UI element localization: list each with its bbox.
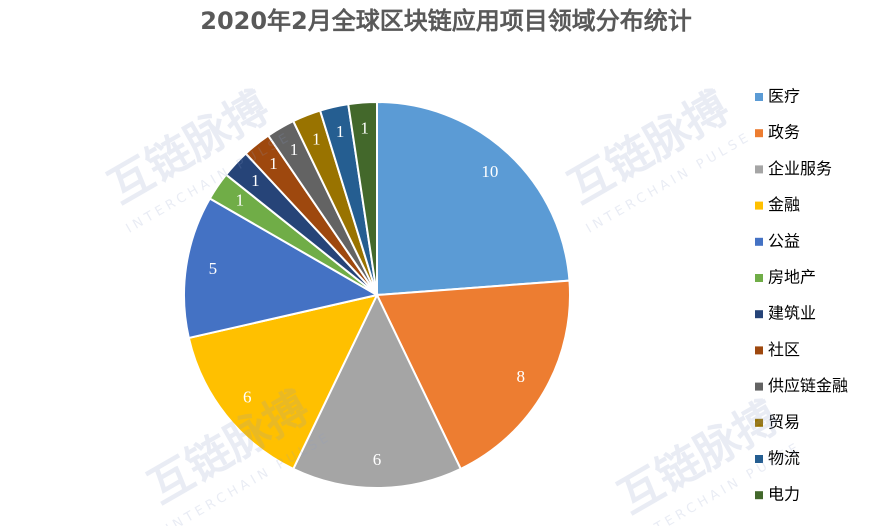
data-label: 1 (236, 190, 245, 209)
legend-label: 物流 (768, 449, 800, 468)
legend-label: 金融 (768, 195, 800, 214)
legend-label: 建筑业 (768, 304, 816, 323)
legend-label: 政务 (768, 123, 800, 142)
pie-slice (347, 100, 378, 296)
legend-marker (755, 382, 763, 391)
pie-slice (183, 197, 380, 340)
legend-marker (755, 346, 763, 355)
chart-title: 2020年2月全球区块链应用项目领域分布统计 (200, 7, 692, 35)
pie-slice (187, 293, 379, 471)
pie-slice (376, 100, 571, 297)
pie-slice (291, 292, 463, 489)
data-label: 5 (209, 259, 218, 278)
legend-marker (755, 201, 763, 210)
data-label: 1 (312, 129, 321, 148)
data-label: 1 (251, 171, 260, 190)
data-label: 8 (516, 367, 525, 386)
legend-marker (755, 129, 763, 138)
pie-slice (375, 279, 571, 471)
legend-label: 贸易 (768, 412, 800, 431)
data-label: 10 (481, 162, 498, 181)
legend-marker (755, 274, 763, 282)
data-label: 6 (243, 387, 252, 406)
legend-label: 社区 (768, 340, 800, 359)
data-label: 1 (290, 140, 299, 159)
legend-label: 医疗 (768, 87, 800, 106)
legend-marker (755, 418, 763, 427)
legend-label: 电力 (768, 485, 800, 504)
data-label: 1 (360, 118, 369, 137)
legend-marker (755, 93, 763, 101)
legend-label: 供应链金融 (768, 376, 848, 395)
legend-label: 房地产 (768, 268, 816, 287)
data-label: 1 (269, 154, 278, 173)
legend-marker (755, 165, 763, 174)
legend-marker (755, 455, 763, 463)
legend-marker (755, 491, 763, 500)
legend-label: 企业服务 (768, 159, 832, 178)
data-label: 6 (373, 450, 382, 469)
data-label: 1 (336, 122, 345, 141)
legend-marker (755, 310, 763, 319)
legend-marker (755, 237, 763, 246)
legend-label: 公益 (768, 231, 800, 250)
